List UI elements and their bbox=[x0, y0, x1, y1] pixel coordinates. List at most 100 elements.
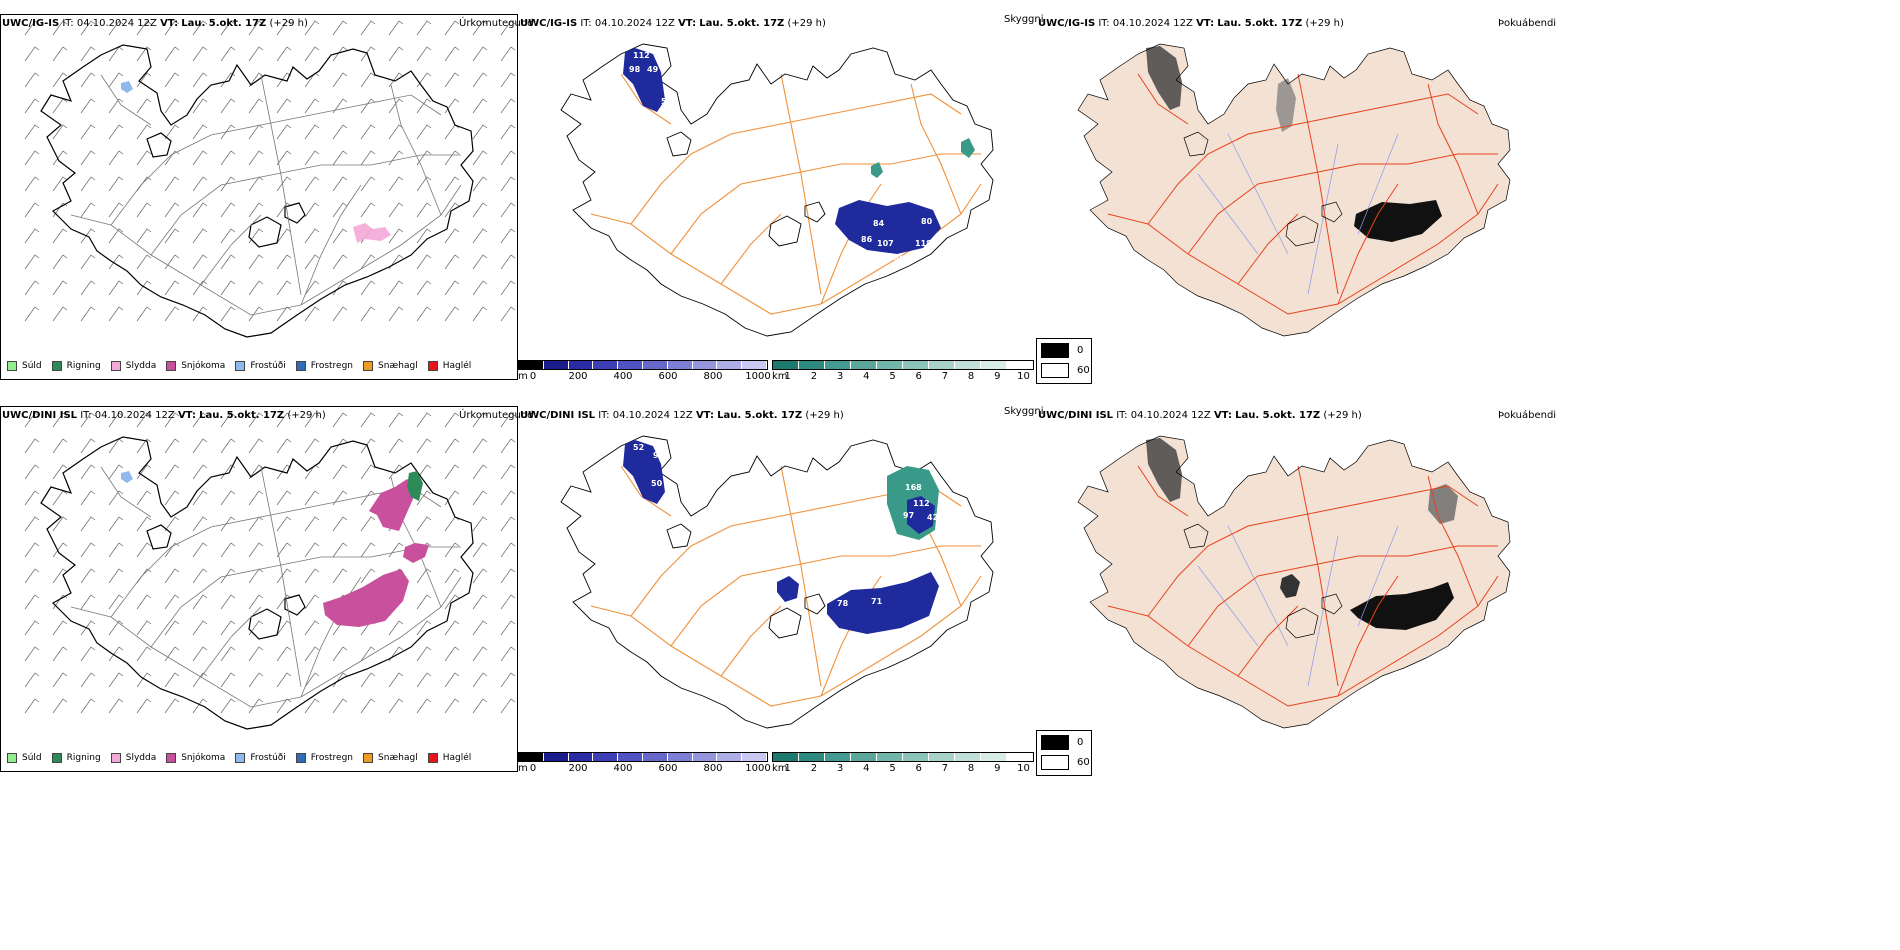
legend-swatch bbox=[295, 753, 306, 763]
wind-barb bbox=[80, 280, 96, 296]
wind-barb bbox=[108, 646, 124, 662]
wind-barb bbox=[164, 672, 180, 688]
colorbar-tick: 8 bbox=[967, 763, 975, 774]
vis-label: 82 bbox=[865, 571, 876, 580]
wind-barb bbox=[52, 594, 68, 610]
precip-panel-bottom: Súld Rigning Slydda Snjókoma Frostúði Frostre… bbox=[0, 406, 518, 772]
wind-barb bbox=[304, 306, 320, 322]
wind-barb bbox=[80, 698, 96, 714]
wind-barb bbox=[52, 254, 68, 270]
wind-barb bbox=[24, 124, 40, 140]
wind-barb bbox=[136, 412, 152, 428]
fog-legend-label: 60 bbox=[1077, 365, 1090, 376]
wind-barb bbox=[108, 228, 124, 244]
legend-item: Slydda bbox=[110, 753, 156, 763]
low-vis-area-nw bbox=[623, 440, 665, 504]
wind-barb bbox=[416, 124, 432, 140]
wind-barb bbox=[304, 150, 320, 166]
legend-item: Snjókoma bbox=[166, 753, 225, 763]
wind-barb bbox=[80, 490, 96, 506]
wind-barb bbox=[24, 464, 40, 480]
wind-barb bbox=[332, 20, 348, 36]
wind-barb bbox=[276, 698, 292, 714]
vis-label: 71 bbox=[871, 597, 883, 606]
vis-label: 98 bbox=[629, 65, 641, 74]
wind-barb bbox=[500, 594, 516, 610]
freezing-drizzle-area bbox=[121, 81, 133, 93]
model-name: UWC/IG-IS bbox=[2, 18, 60, 29]
wind-barb bbox=[164, 72, 180, 88]
wind-barb bbox=[192, 306, 208, 322]
colorbar-tick: 800 bbox=[703, 763, 723, 774]
wind-barb bbox=[444, 698, 460, 714]
vt-label: VT: bbox=[695, 410, 714, 421]
wind-barb bbox=[192, 490, 208, 506]
wind-barb bbox=[52, 176, 68, 192]
wind-barb bbox=[164, 594, 180, 610]
wind-barb bbox=[192, 176, 208, 192]
wind-barb bbox=[444, 594, 460, 610]
wind-barb bbox=[164, 698, 180, 714]
wind-barb bbox=[444, 542, 460, 558]
fog-legend-item: 0 bbox=[1041, 343, 1083, 358]
fog-area-ne bbox=[1428, 484, 1458, 524]
it-value: 04.10.2024 12Z bbox=[76, 18, 157, 29]
legend-label: Frostúði bbox=[250, 361, 286, 371]
legend-item: Haglél bbox=[427, 361, 471, 371]
wind-barb bbox=[444, 228, 460, 244]
header-top-mid: UWC/IG-IS IT: 04.10.2024 12Z VT: Lau. 5.… bbox=[520, 18, 826, 29]
wind-barb bbox=[500, 646, 516, 662]
wind-barb bbox=[360, 490, 376, 506]
colorbar-unit: km bbox=[772, 371, 788, 382]
wind-barb bbox=[164, 280, 180, 296]
wind-barb bbox=[304, 594, 320, 610]
wind-barb bbox=[80, 306, 96, 322]
wind-barb bbox=[360, 568, 376, 584]
wind-barb bbox=[388, 228, 404, 244]
colorbar-tick: 2 bbox=[810, 371, 818, 382]
wind-barb bbox=[136, 306, 152, 322]
wind-barb bbox=[416, 568, 432, 584]
wind-barb bbox=[192, 254, 208, 270]
wind-barb bbox=[276, 542, 292, 558]
wind-barb bbox=[276, 228, 292, 244]
wind-barb bbox=[388, 124, 404, 140]
wind-barb bbox=[472, 176, 488, 192]
wind-barb bbox=[332, 412, 348, 428]
wind-barb bbox=[472, 620, 488, 636]
fog-legend-item: 60 bbox=[1041, 755, 1090, 770]
vis-label: 118 bbox=[915, 239, 932, 248]
wind-barb bbox=[136, 150, 152, 166]
wind-barb bbox=[304, 620, 320, 636]
wind-barb bbox=[248, 98, 264, 114]
wind-barb bbox=[80, 620, 96, 636]
wind-barb bbox=[304, 490, 320, 506]
wind-barb bbox=[24, 516, 40, 532]
wind-barb bbox=[360, 150, 376, 166]
wind-barb bbox=[52, 202, 68, 218]
wind-barb bbox=[304, 176, 320, 192]
wind-barb bbox=[416, 464, 432, 480]
wind-barb bbox=[332, 124, 348, 140]
vis-label: 78 bbox=[837, 599, 849, 608]
wind-barb bbox=[444, 490, 460, 506]
wind-barb bbox=[220, 594, 236, 610]
legend-swatch bbox=[166, 361, 177, 371]
wind-barb bbox=[388, 464, 404, 480]
legend-item: Haglél bbox=[427, 753, 471, 763]
wind-barb bbox=[500, 124, 516, 140]
wind-barb bbox=[136, 646, 152, 662]
lead-time: (+29 h) bbox=[787, 18, 826, 29]
wind-barb bbox=[108, 516, 124, 532]
model-name: UWC/IG-IS bbox=[520, 18, 578, 29]
vis-label: 99 bbox=[653, 451, 665, 460]
fog-area-nw bbox=[1146, 46, 1182, 110]
wind-barb bbox=[472, 698, 488, 714]
wind-barb bbox=[136, 490, 152, 506]
fog-area-se bbox=[1354, 200, 1442, 242]
wind-barb bbox=[108, 542, 124, 558]
wind-barb bbox=[108, 412, 124, 428]
vt-label: VT: bbox=[678, 18, 697, 29]
wind-barb bbox=[248, 594, 264, 610]
wind-barb bbox=[276, 202, 292, 218]
